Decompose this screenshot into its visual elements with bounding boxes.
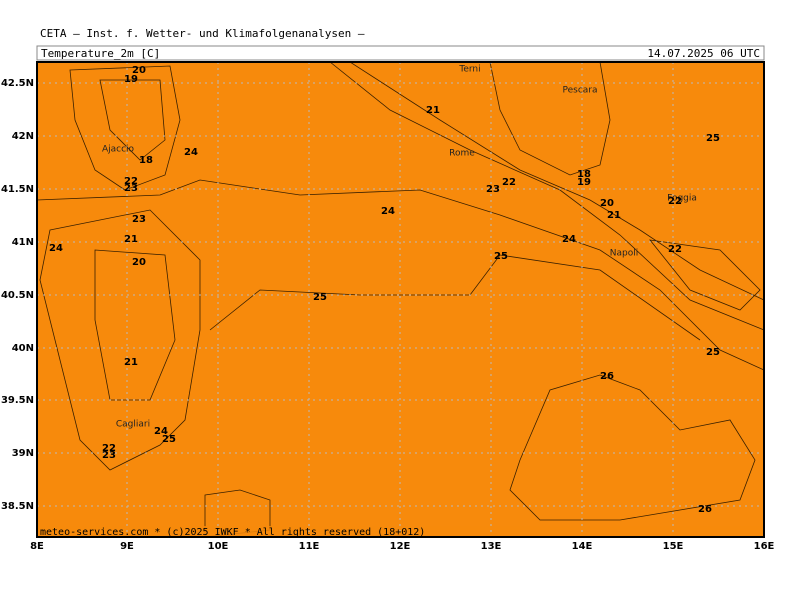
contour-label: 25: [706, 133, 720, 144]
field-name: Temperature_2m [C]: [41, 47, 160, 60]
city-label: Cagliari: [116, 420, 150, 430]
apulia-core: [649, 239, 761, 311]
contour-label: 19: [124, 74, 138, 85]
contour-label: 18: [577, 169, 591, 180]
contour-label: 26: [600, 371, 614, 382]
land-italy: [349, 62, 764, 301]
contour-label: 25: [706, 347, 720, 358]
city-label: Napoli: [610, 249, 638, 259]
lat-label: 42N: [12, 131, 34, 142]
contour-label: 23: [102, 450, 116, 461]
city-label: Ajaccio: [102, 145, 135, 155]
lat-label: 41.5N: [1, 184, 34, 195]
contour-label: 22: [502, 177, 516, 188]
header-bar: [36, 45, 765, 61]
lat-label: 38.5N: [1, 501, 34, 512]
lon-label: 14E: [572, 541, 593, 552]
lon-label: 12E: [390, 541, 411, 552]
lat-label: 42.5N: [1, 78, 34, 89]
contour-label: 23: [132, 214, 146, 225]
warm-band: [37, 62, 764, 331]
contour-label: 21: [426, 105, 440, 116]
header-title: CETA — Inst. f. Wetter- und Klimafolgena…: [40, 27, 365, 40]
lon-label: 9E: [120, 541, 134, 552]
contour-label: 23: [124, 183, 138, 194]
contour-label: 21: [607, 210, 621, 221]
contour-label: 20: [132, 257, 146, 268]
lat-label: 40N: [12, 343, 34, 354]
lat-label: 40.5N: [1, 290, 34, 301]
contour-label: 24: [381, 206, 395, 217]
lon-label: 15E: [663, 541, 684, 552]
contour-label: 25: [494, 251, 508, 262]
sardinia: [39, 209, 201, 471]
lon-label: 13E: [481, 541, 502, 552]
sardinia-core: [94, 249, 176, 401]
lat-label: 39N: [12, 448, 34, 459]
lon-label: 10E: [208, 541, 229, 552]
contour-label: 23: [486, 184, 500, 195]
contour-label: 24: [49, 243, 63, 254]
city-label: Pescara: [562, 86, 597, 96]
footer-credit: meteo-services.com * (c)2025 IWKF * All …: [40, 527, 425, 538]
warm-pool: [509, 374, 756, 521]
contour-24: [37, 62, 764, 371]
contour-label: 25: [162, 434, 176, 445]
contour-label: 22: [668, 244, 682, 255]
valid-time: 14.07.2025 06 UTC: [647, 47, 760, 60]
apennine-core: [489, 62, 611, 176]
contour-label: 22: [124, 176, 138, 187]
contour-label: 25: [313, 292, 327, 303]
contour-label: 18: [139, 155, 153, 166]
city-label: Foggia: [667, 194, 697, 204]
contour-label: 21: [124, 234, 138, 245]
city-label: Terni: [458, 65, 480, 75]
contour-label: 24: [184, 147, 198, 158]
city-label: Rome: [449, 149, 475, 159]
lon-label: 11E: [299, 541, 320, 552]
corsica: [69, 65, 181, 191]
contour-label: 26: [698, 504, 712, 515]
contour-label: 24: [154, 426, 168, 437]
grid: [36, 62, 765, 537]
contour-label: 22: [668, 196, 682, 207]
contour-label: 21: [124, 357, 138, 368]
lat-label: 41N: [12, 237, 34, 248]
contour-label: 24: [562, 234, 576, 245]
lon-label: 8E: [30, 541, 44, 552]
labels: 42.5N 42N 41.5N 41N 40.5N 40N 39.5N 39N 38.5N 8E 9…: [1, 65, 775, 553]
corsica-core: [99, 79, 166, 161]
map-frame: [36, 61, 765, 538]
lat-label: 39.5N: [1, 395, 34, 406]
contour-label: 20: [132, 65, 146, 76]
lon-label: 16E: [754, 541, 775, 552]
contour-label: 19: [577, 177, 591, 188]
contour-label: 22: [102, 443, 116, 454]
contour-label: 20: [600, 198, 614, 209]
